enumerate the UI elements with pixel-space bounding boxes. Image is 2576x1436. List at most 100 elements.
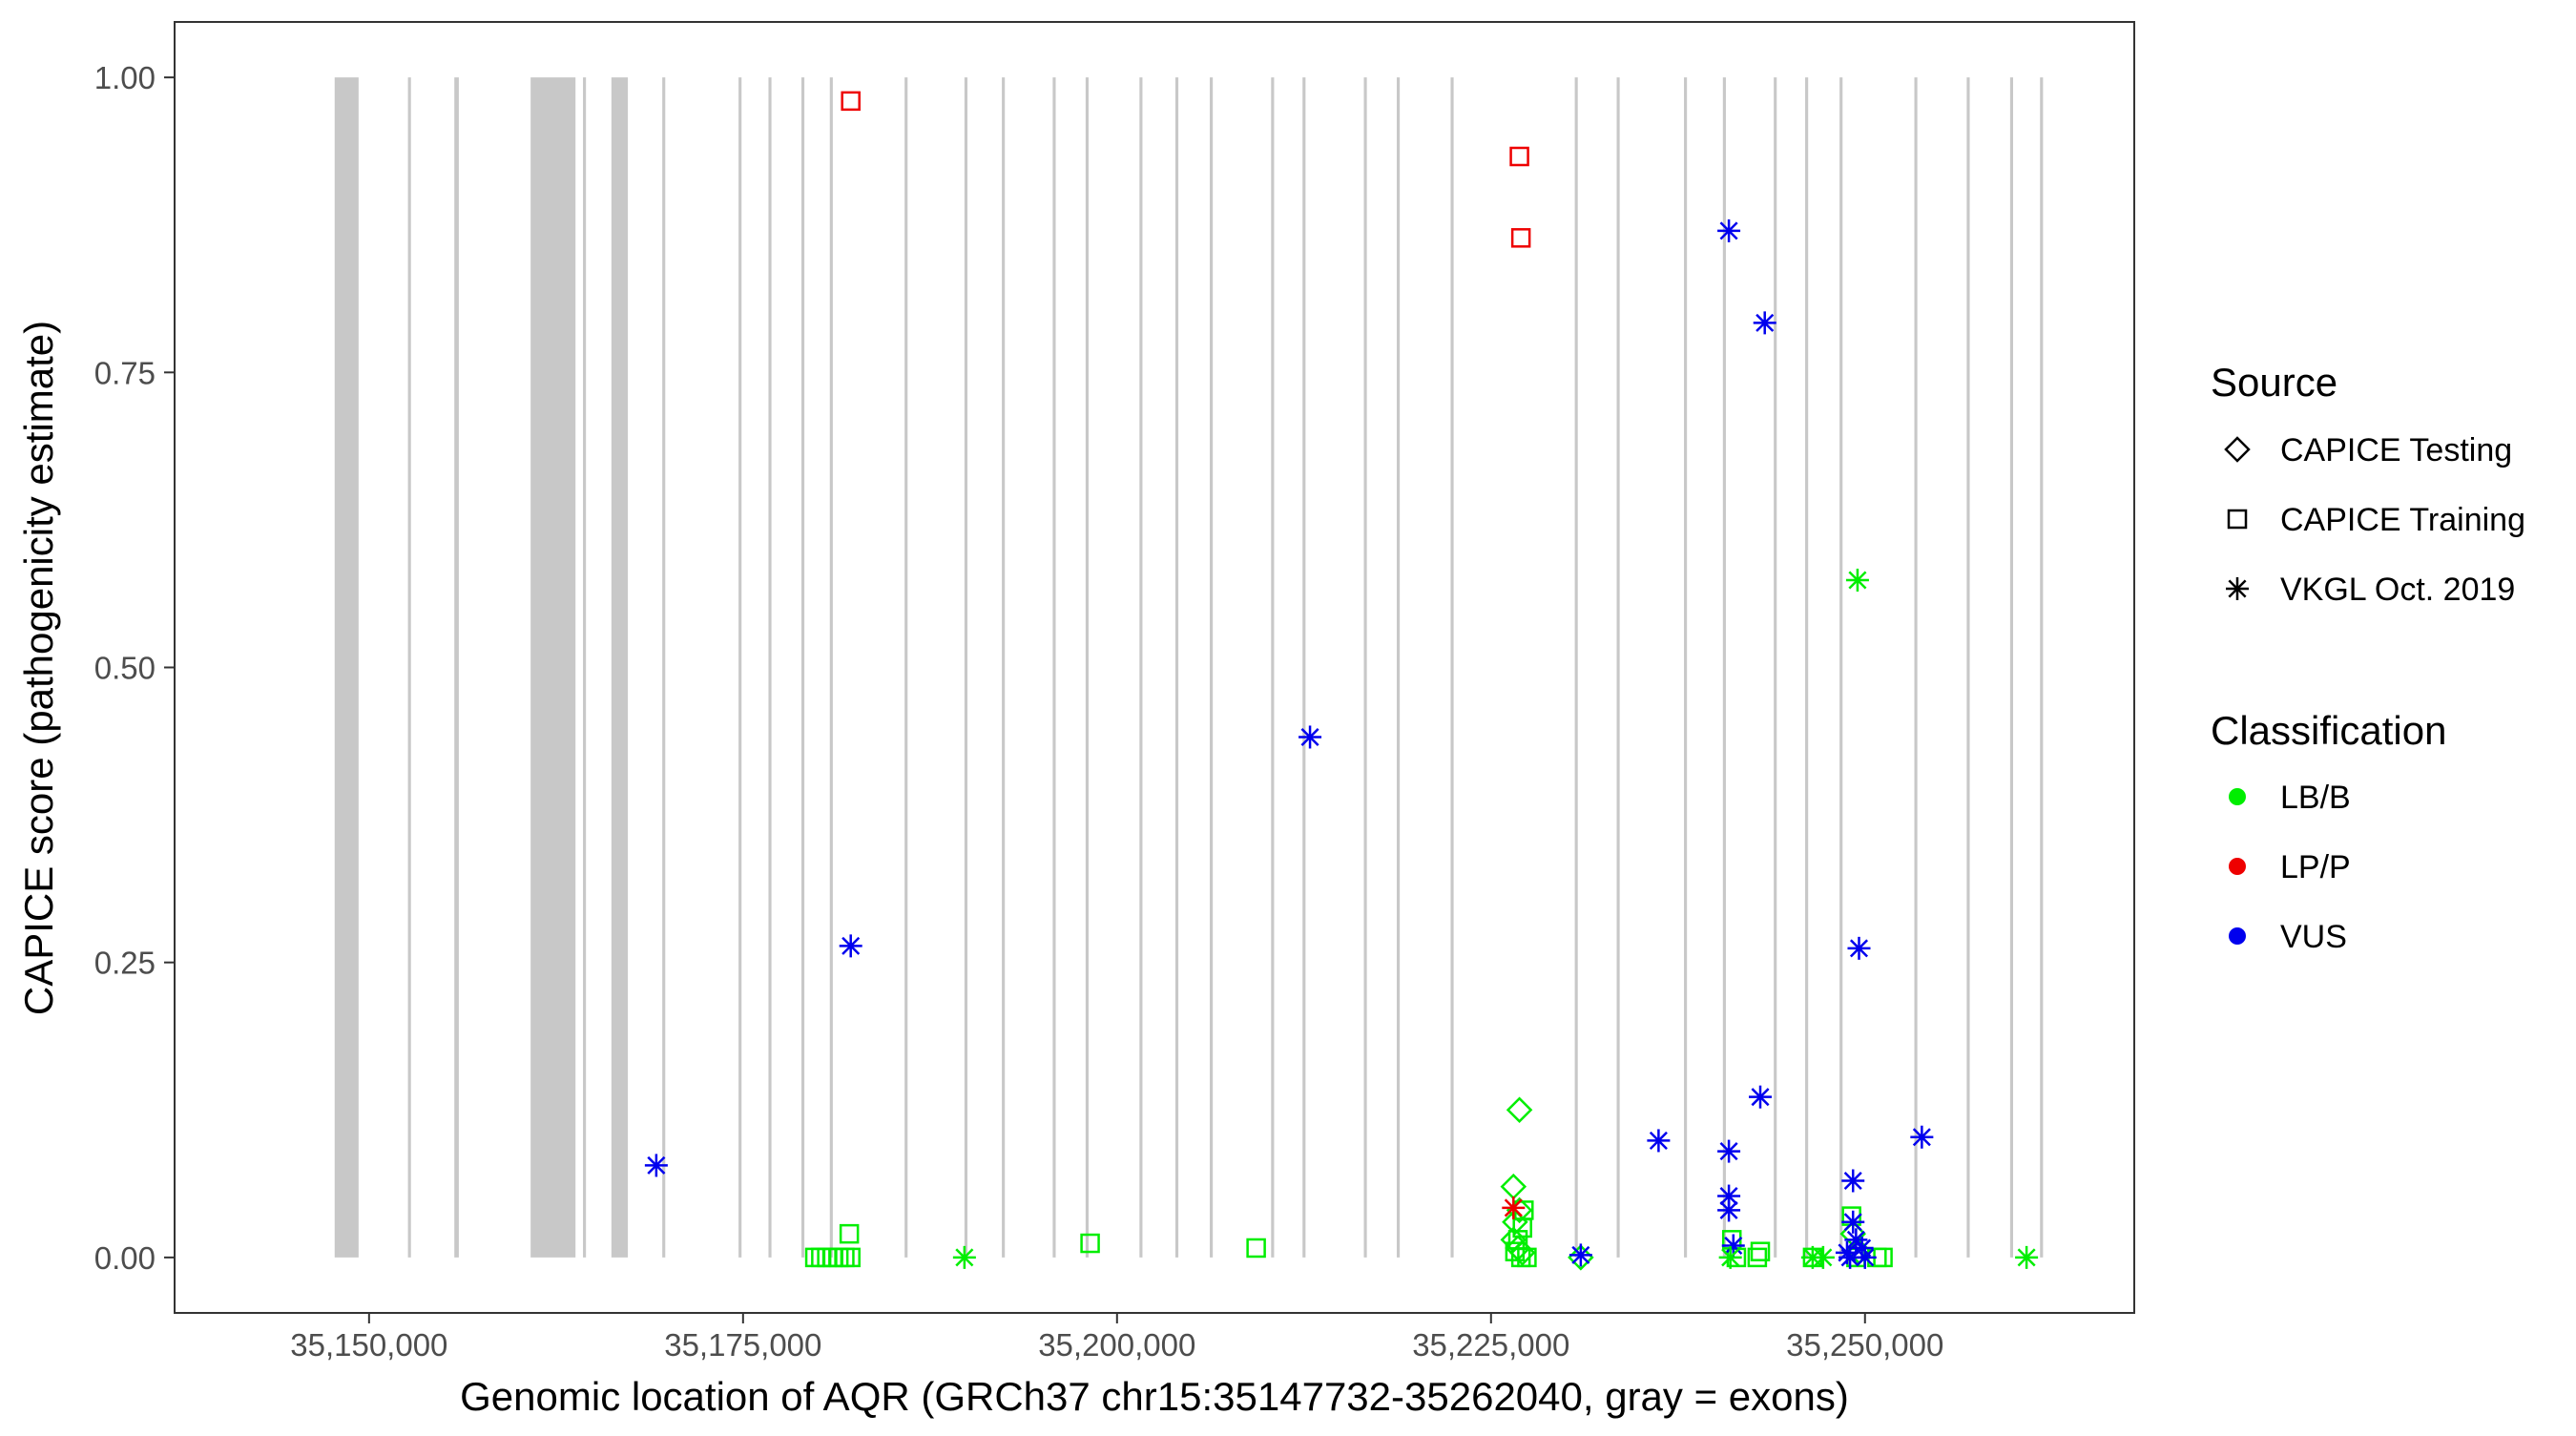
exon-band (1450, 77, 1454, 1258)
exon-band (1722, 77, 1726, 1258)
exon-band (1271, 77, 1275, 1258)
data-point (1568, 1244, 1594, 1271)
exon-band (611, 77, 629, 1258)
y-tick-label: 0.00 (94, 1240, 156, 1276)
legend-key-dot (2229, 788, 2246, 805)
legend-classification-label: LP/P (2280, 849, 2351, 885)
exon-band (738, 77, 742, 1258)
data-point (1512, 1217, 1532, 1238)
data-point (1717, 219, 1741, 242)
exon-band (1839, 77, 1843, 1258)
exon-band (662, 77, 666, 1258)
exon-band (1616, 77, 1620, 1258)
x-tick-label: 35,175,000 (664, 1327, 821, 1363)
exon-band (1085, 77, 1090, 1258)
exon-band (334, 77, 359, 1258)
exon-band (583, 77, 587, 1258)
data-point (1753, 311, 1776, 335)
y-tick-label: 0.75 (94, 355, 156, 390)
x-tick-label: 35,150,000 (290, 1327, 447, 1363)
data-point (841, 1247, 861, 1268)
exon-band (800, 77, 805, 1258)
legend-source-title: Source (2211, 360, 2337, 405)
exon-band (964, 77, 968, 1258)
data-point (1750, 1241, 1771, 1261)
data-point (1845, 568, 1869, 592)
exon-band (1210, 77, 1214, 1258)
exon-band (1363, 77, 1367, 1258)
data-point (1853, 1245, 1877, 1269)
legend-classification-label: LB/B (2280, 780, 2351, 816)
legend-source-item: CAPICE Training (2227, 502, 2525, 538)
data-point (1717, 1198, 1741, 1222)
x-tick-label: 35,200,000 (1038, 1327, 1195, 1363)
legend-key-asterisk (2226, 577, 2249, 600)
data-point-layer (644, 91, 2039, 1271)
legend-classification-item: VUS (2229, 919, 2347, 955)
legend-classification-item: LB/B (2229, 780, 2351, 816)
data-point (1749, 1085, 1773, 1109)
legend-source-label: CAPICE Training (2280, 502, 2525, 538)
data-point (1841, 1210, 1865, 1234)
legend-key-diamond (2224, 436, 2251, 463)
exon-band (1684, 77, 1688, 1258)
exon-band (1002, 77, 1006, 1258)
data-point (839, 934, 862, 958)
exon-band (1805, 77, 1809, 1258)
legend-key-dot (2229, 858, 2246, 875)
exon-band (1052, 77, 1056, 1258)
legend-source-items: CAPICE Testing CAPICE Training VKGL Oct. 2… (2224, 432, 2525, 608)
exon-band (1574, 77, 1578, 1258)
exon-band (1397, 77, 1401, 1258)
data-point (2015, 1245, 2039, 1269)
exon-band (1966, 77, 1970, 1258)
data-point (1568, 1243, 1592, 1267)
legend-classification-item: LP/P (2229, 849, 2351, 885)
legend-source-item: CAPICE Testing (2224, 432, 2512, 468)
exon-band (454, 77, 459, 1258)
data-point (1721, 1234, 1745, 1258)
data-point (1910, 1125, 1934, 1149)
legend-source-label: CAPICE Testing (2280, 432, 2512, 468)
exon-band (1302, 77, 1306, 1258)
data-point (1517, 1247, 1537, 1268)
x-tick-label: 35,225,000 (1412, 1327, 1569, 1363)
legend: Source CAPICE Testing CAPICE Training VKGL… (2211, 360, 2525, 955)
data-point (839, 1223, 860, 1244)
data-point (1505, 1241, 1526, 1261)
y-tick-label: 0.25 (94, 946, 156, 981)
x-axis-title: Genomic location of AQR (GRCh37 chr15:35… (460, 1374, 1849, 1419)
data-point (1298, 725, 1322, 749)
data-point (1510, 228, 1531, 248)
exon-band (1174, 77, 1179, 1258)
y-tick-label: 1.00 (94, 60, 156, 95)
data-point (952, 1245, 976, 1269)
exon-band (1139, 77, 1143, 1258)
data-point (1647, 1129, 1671, 1153)
data-point (1509, 146, 1529, 167)
data-point (1717, 1139, 1741, 1163)
exon-band (1914, 77, 1918, 1258)
data-point (1747, 1247, 1768, 1268)
exon-band (904, 77, 908, 1258)
exon-band (530, 77, 576, 1258)
exon-band (1774, 77, 1777, 1258)
exon-band (829, 77, 833, 1258)
x-tick-label: 35,250,000 (1786, 1327, 1943, 1363)
exon-band (768, 77, 772, 1258)
legend-key-dot (2229, 927, 2246, 945)
y-tick-label: 0.50 (94, 651, 156, 686)
legend-classification-title: Classification (2211, 708, 2446, 753)
data-point (1502, 1196, 1526, 1219)
data-point (1847, 936, 1871, 960)
data-point (1841, 1169, 1865, 1193)
legend-classification-label: VUS (2280, 919, 2347, 955)
data-point (1080, 1233, 1100, 1254)
legend-source-label: VKGL Oct. 2019 (2280, 572, 2515, 608)
legend-key-square (2227, 509, 2248, 530)
legend-classification-items: LB/B LP/P VUS (2229, 780, 2351, 955)
data-point (1718, 1245, 1742, 1269)
